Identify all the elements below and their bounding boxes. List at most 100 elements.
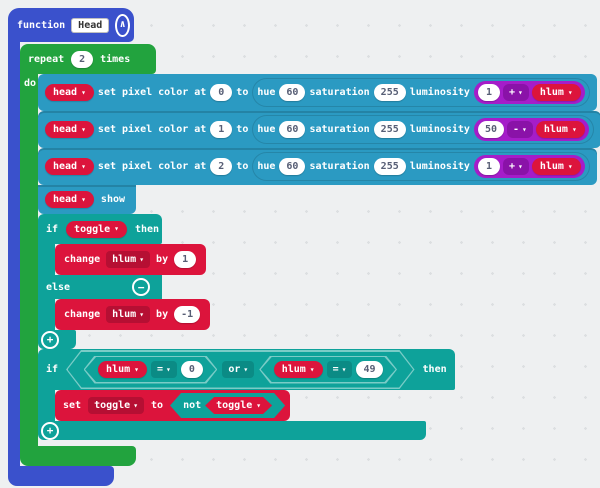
if-header[interactable]: if toggle ▾ then [38,214,162,244]
if-label: if [46,223,59,235]
remove-branch-icon[interactable]: − [132,278,150,296]
hsl-color-block[interactable]: hue 60 saturation 255 luminosity 50 - ▾ … [252,115,593,144]
dropdown-arrow-icon: ▾ [243,364,249,374]
change-value-field[interactable]: -1 [174,306,201,323]
if-spine [38,390,55,421]
hlum-variable-dropdown[interactable]: hlum ▾ [535,121,585,138]
hlum-variable-dropdown[interactable]: hlum ▾ [106,251,151,268]
strip-show-block[interactable]: head ▾ show [38,185,137,214]
comparison-block-2[interactable]: hlum ▾ = ▾ 49 [261,357,396,382]
hue-field[interactable]: 60 [279,84,306,101]
set-label: set [63,400,82,411]
dropdown-arrow-icon: ▾ [81,161,86,171]
luminosity-label: luminosity [409,161,470,172]
hue-field[interactable]: 60 [279,158,306,175]
boolean-or-block[interactable]: hlum ▾ = ▾ 0 or ▾ [68,352,413,388]
comparison-operator-dropdown[interactable]: = ▾ [151,361,177,378]
math-operator-dropdown[interactable]: - ▾ [507,121,533,138]
add-branch-icon[interactable]: + [41,330,59,349]
to-label: to [236,161,249,172]
dropdown-arrow-icon: ▾ [139,254,145,264]
hlum-variable-dropdown[interactable]: hlum ▾ [274,361,323,378]
dropdown-arrow-icon: ▾ [134,364,139,374]
repeat-block-header[interactable]: repeat 2 times [20,44,156,74]
hlum-variable-dropdown[interactable]: hlum ▾ [531,158,581,175]
math-operation-block[interactable]: 50 - ▾ hlum ▾ [473,118,589,141]
dropdown-arrow-icon: ▾ [567,87,573,97]
math-operation-block[interactable]: 1 + ▾ hlum ▾ [473,155,585,178]
if-footer: + [38,330,76,349]
comparison-slot: hlum ▾ = ▾ 0 [84,356,218,384]
saturation-field[interactable]: 255 [373,158,406,175]
function-name-field[interactable]: Head [71,17,110,33]
else-row[interactable]: else − [38,275,162,299]
function-block-footer [8,466,114,486]
pixel-index-field[interactable]: 2 [210,158,233,175]
if-branch-body: change hlum ▾ by 1 [38,244,207,275]
saturation-label: saturation [309,124,370,135]
toggle-variable-dropdown[interactable]: toggle ▾ [88,397,145,414]
boolean-not-block[interactable]: not toggle ▾ [170,393,285,418]
comparison-block-1[interactable]: hlum ▾ = ▾ 0 [85,357,216,382]
comparison-operator-dropdown[interactable]: = ▾ [327,361,353,378]
dropdown-arrow-icon: ▾ [517,87,523,97]
math-left-field[interactable]: 1 [477,158,500,175]
saturation-field[interactable]: 255 [373,84,406,101]
pixel-index-field[interactable]: 0 [210,84,233,101]
saturation-field[interactable]: 255 [373,121,406,138]
set-pixel-color-block-2[interactable]: head ▾ set pixel color at 2 to hue 60 sa… [38,148,597,185]
strip-variable-dropdown[interactable]: head ▾ [45,158,94,175]
repeat-do-label: do [24,78,37,89]
if-or-block[interactable]: if hlum ▾ = ▾ 0 or [38,349,455,440]
change-value-field[interactable]: 1 [174,251,197,268]
set-pixel-color-block-0[interactable]: head ▾ set pixel color at 0 to hue 60 sa… [38,74,597,111]
strip-variable-dropdown[interactable]: head ▾ [45,84,94,101]
hue-field[interactable]: 60 [279,121,306,138]
to-label: to [236,87,249,98]
to-label: to [151,400,164,411]
repeat-count-field[interactable]: 2 [71,50,94,68]
luminosity-label: luminosity [409,87,470,98]
hlum-variable-dropdown[interactable]: hlum ▾ [98,361,147,378]
hsl-color-block[interactable]: hue 60 saturation 255 luminosity 1 + ▾ h… [252,78,589,107]
math-operation-block[interactable]: 1 + ▾ hlum ▾ [473,81,585,104]
math-left-field[interactable]: 50 [477,121,504,138]
strip-variable-dropdown[interactable]: head ▾ [45,121,94,138]
then-label: then [422,364,447,375]
if-else-block[interactable]: if toggle ▾ then change hlum ▾ by 1 [38,214,211,349]
function-keyword: function [17,19,66,31]
hlum-variable-dropdown[interactable]: hlum ▾ [106,306,151,323]
change-hlum-increment-block[interactable]: change hlum ▾ by 1 [55,244,207,275]
dropdown-arrow-icon: ▾ [341,364,347,374]
toggle-variable-dropdown[interactable]: toggle ▾ [66,220,127,238]
else-branch-body: change hlum ▾ by -1 [38,299,211,330]
comparison-value-field[interactable]: 0 [181,361,203,378]
by-label: by [156,309,169,320]
set-toggle-block[interactable]: set toggle ▾ to not toggle ▾ [55,390,291,421]
dropdown-arrow-icon: ▾ [517,161,523,171]
if-header[interactable]: if hlum ▾ = ▾ 0 or [38,349,455,390]
change-label: change [64,254,101,265]
math-operator-dropdown[interactable]: + ▾ [502,158,529,175]
repeat-block-footer [20,446,136,466]
math-operator-dropdown[interactable]: + ▾ [502,84,529,101]
math-left-field[interactable]: 1 [477,84,500,101]
strip-variable-dropdown[interactable]: head ▾ [45,191,94,208]
add-branch-icon[interactable]: + [41,421,59,440]
pixel-index-field[interactable]: 1 [210,121,233,138]
toggle-variable-dropdown[interactable]: toggle ▾ [205,397,272,414]
change-hlum-decrement-block[interactable]: change hlum ▾ by -1 [55,299,211,330]
set-pixel-label: set pixel color at [97,124,207,135]
logic-operator-dropdown[interactable]: or ▾ [222,361,254,378]
collapse-icon[interactable]: ∧ [115,13,130,37]
or-condition-slot: hlum ▾ = ▾ 0 or ▾ [66,350,414,389]
hue-label: hue [257,161,276,172]
set-pixel-color-block-1[interactable]: head ▾ set pixel color at 1 to hue 60 sa… [38,111,600,148]
dropdown-arrow-icon: ▾ [522,124,527,134]
hlum-variable-dropdown[interactable]: hlum ▾ [531,84,581,101]
hsl-color-block[interactable]: hue 60 saturation 255 luminosity 1 + ▾ h… [252,152,589,181]
comparison-value-field[interactable]: 49 [356,361,382,378]
function-block-header[interactable]: function Head ∧ [8,8,134,42]
set-pixel-label: set pixel color at [97,161,207,172]
dropdown-arrow-icon: ▾ [81,87,86,97]
